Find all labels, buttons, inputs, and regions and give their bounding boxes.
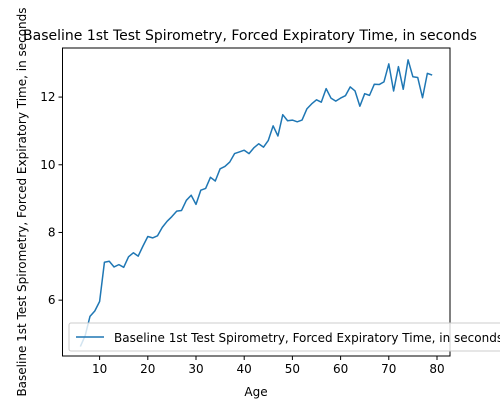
plot-frame (62, 47, 451, 357)
y-axis: 6 8 10 12 (40, 90, 63, 307)
y-tick-label: 10 (40, 158, 55, 172)
legend-label: Baseline 1st Test Spirometry, Forced Exp… (114, 331, 500, 345)
x-tick-label: 50 (285, 362, 300, 376)
y-tick-label: 8 (48, 225, 56, 239)
x-tick-label: 20 (140, 362, 155, 376)
x-tick-label: 60 (333, 362, 348, 376)
plot-area: 10 20 30 40 50 60 70 80 6 8 10 12 Baseline 1st Tes… (40, 47, 500, 376)
x-tick-label: 30 (188, 362, 203, 376)
x-axis-label: Age (244, 385, 267, 399)
x-tick-label: 70 (381, 362, 396, 376)
series-layer (79, 59, 433, 347)
chart-title: Baseline 1st Test Spirometry, Forced Exp… (23, 28, 477, 44)
x-tick-label: 40 (237, 362, 252, 376)
legend: Baseline 1st Test Spirometry, Forced Exp… (68, 322, 500, 352)
y-tick-label: 12 (40, 90, 55, 104)
y-axis-label: Baseline 1st Test Spirometry, Forced Exp… (15, 7, 29, 396)
x-tick-label: 80 (429, 362, 444, 376)
series-line (79, 59, 433, 347)
x-axis: 10 20 30 40 50 60 70 80 (92, 356, 445, 376)
x-tick-label: 10 (92, 362, 107, 376)
y-tick-label: 6 (48, 293, 56, 307)
legend-box (68, 322, 500, 352)
